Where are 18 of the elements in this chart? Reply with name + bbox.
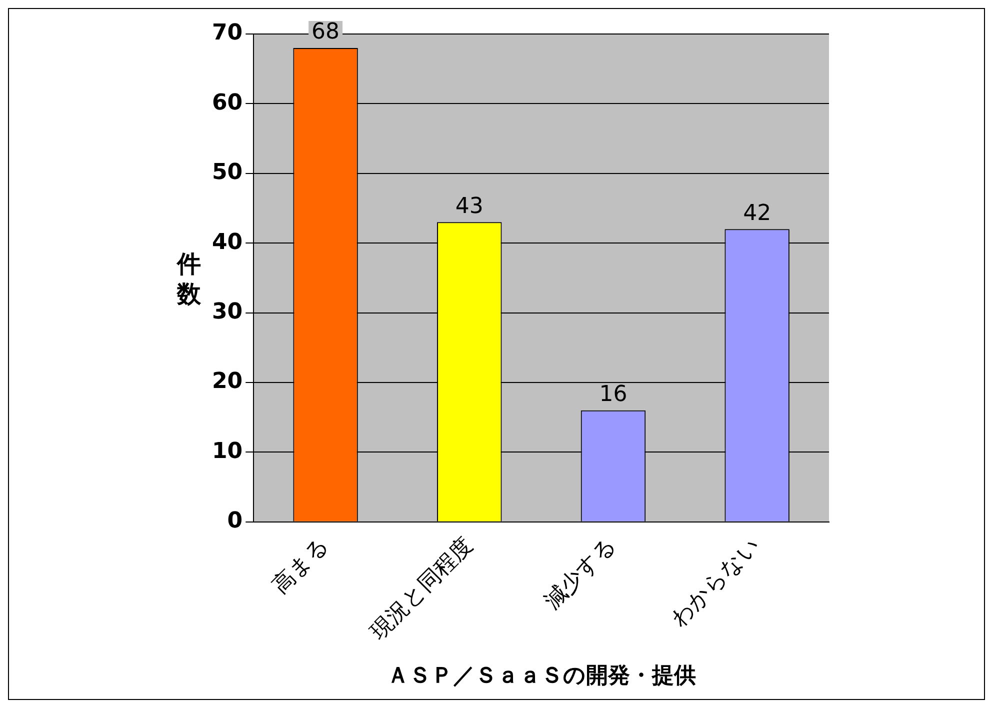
y-tick-label: 40 [212,230,243,255]
data-label: 43 [455,194,484,219]
x-axis-title: ＡＳＰ／ＳａａＳの開発・提供 [386,664,696,689]
y-axis-title: 件数 [175,249,202,309]
data-label: 68 [312,20,340,45]
y-tick-label: 50 [212,160,243,186]
data-label: 16 [599,382,628,408]
y-tick-label: 70 [212,20,243,46]
x-tick-label: 減少する [540,532,622,614]
y-tick-label: 10 [212,438,243,464]
y-tick-label: 20 [212,369,243,394]
x-tick-label: わからない [666,532,766,632]
x-tick-label: 高まる [268,532,334,599]
y-tick-label: 60 [212,90,243,116]
x-tick-label: 現況と同程度 [366,532,478,645]
data-label: 42 [743,200,772,226]
y-tick-label: 0 [227,508,243,534]
y-tick-label: 30 [212,300,243,325]
